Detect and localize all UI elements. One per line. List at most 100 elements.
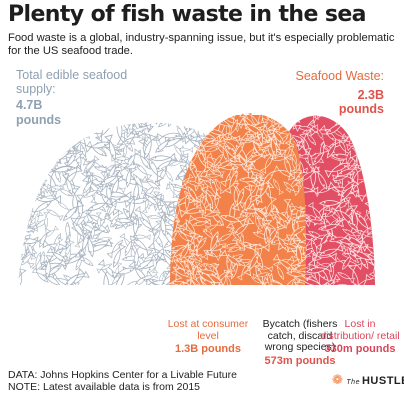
total-supply-fish [28, 142, 48, 162]
consumer-fish [302, 233, 307, 259]
consumer-fish [179, 207, 206, 218]
consumer-fish [191, 237, 207, 257]
total-supply-fish [39, 228, 52, 248]
consumer-fish [201, 146, 221, 156]
total-supply-fish [62, 199, 85, 222]
distribution-fish [324, 205, 341, 222]
total-supply-fish [82, 174, 98, 194]
total-supply-fish [18, 160, 33, 178]
total-supply-fish [18, 201, 30, 212]
total-supply-fish [29, 211, 44, 226]
total-supply-fish [61, 173, 73, 195]
total-supply-fish [43, 137, 50, 154]
total-supply-fish [18, 212, 32, 220]
distribution-fish [301, 278, 328, 285]
distribution-fish [280, 105, 295, 110]
total-supply-fish [46, 209, 64, 221]
distribution-fish [352, 250, 375, 267]
total-supply-fish [176, 147, 194, 153]
total-supply-fish [36, 145, 55, 166]
distribution-fish [347, 127, 372, 136]
distribution-fish [366, 158, 375, 170]
footer: DATA: Johns Hopkins Center for a Livable… [8, 369, 237, 393]
distribution-fish [342, 228, 361, 241]
consumer-fish [267, 273, 274, 285]
consumer-fish [285, 226, 306, 241]
consumer-fish [228, 227, 242, 242]
distribution-fish [313, 124, 324, 141]
total-supply-fish [115, 138, 136, 151]
consumer-fish [272, 261, 284, 280]
total-supply-fish [40, 135, 53, 152]
total-supply-fish [169, 181, 179, 199]
consumer-fish [267, 124, 285, 145]
consumer-fish [192, 261, 201, 279]
total-supply-label: Total edible seafood supply: [16, 68, 128, 96]
consumer-fish [243, 252, 259, 277]
total-supply-fish [32, 212, 39, 229]
consumer-fish [284, 142, 295, 159]
total-supply-fish [195, 122, 207, 132]
consumer-fish [186, 272, 202, 285]
distribution-fish [365, 179, 375, 192]
total-supply-fish [37, 146, 56, 157]
total-supply-fish [42, 130, 58, 143]
consumer-fish [248, 203, 268, 222]
category-bycatch: Bycatch (fishers catch, discard wrong sp… [252, 318, 348, 367]
consumer-fish [219, 215, 247, 228]
total-supply-fish [104, 134, 117, 161]
distribution-fish [315, 232, 329, 251]
total-supply-fish [31, 129, 47, 141]
distribution-fish [324, 162, 350, 179]
distribution-fish [343, 248, 360, 264]
consumer-fish [191, 113, 202, 131]
distribution-fish [355, 212, 375, 236]
consumer-fish [238, 175, 261, 184]
total-supply-fish [114, 217, 138, 226]
total-supply-fish [47, 183, 65, 190]
consumer-fish [228, 142, 244, 164]
consumer-fish [208, 153, 224, 172]
total-supply-fish [108, 160, 121, 180]
consumer-fish [283, 198, 292, 221]
total-supply-fish [120, 164, 140, 172]
fish-pile-chart [18, 98, 375, 286]
consumer-fish [183, 255, 194, 275]
total-supply-fish [80, 122, 93, 131]
total-supply-fish [18, 133, 25, 146]
category-bycatch-name: Bycatch (fishers catch, discard wrong sp… [262, 318, 338, 353]
total-supply-fish [37, 250, 45, 271]
total-supply-fish [85, 169, 107, 183]
category-distribution-name: Lost in distribution/ retail [320, 318, 400, 342]
distribution-fish [307, 201, 323, 221]
total-supply-fish [136, 253, 158, 270]
distribution-fish [306, 98, 321, 115]
distribution-fish [320, 219, 345, 231]
total-supply-fish [99, 169, 124, 185]
total-supply-fish [133, 245, 141, 267]
consumer-fish [210, 178, 222, 201]
total-supply-fish [27, 242, 37, 260]
distribution-fish [333, 204, 354, 225]
distribution-fish [326, 137, 342, 159]
total-supply-fish [28, 157, 46, 174]
consumer-fish [218, 135, 237, 152]
total-supply-fish [103, 202, 117, 221]
distribution-fish [318, 243, 344, 256]
consumer-fish [206, 243, 227, 257]
total-supply-fish [157, 132, 182, 142]
distribution-fish [302, 129, 317, 146]
total-supply-fish [45, 255, 54, 279]
consumer-fish [201, 136, 219, 142]
page-subtitle: Food waste is a global, industry-spannin… [8, 32, 395, 57]
total-supply-fish [141, 175, 161, 190]
category-bycatch-value: 573m pounds [264, 354, 336, 367]
consumer-fish [266, 132, 277, 157]
total-supply-fish [18, 139, 31, 152]
consumer-fish [236, 262, 250, 281]
distribution-fish [274, 115, 287, 120]
category-distribution: Lost in distribution/ retail 330m pounds [319, 318, 401, 356]
total-supply-fish [44, 274, 67, 286]
consumer-fish [263, 223, 271, 242]
consumer-fish [195, 195, 206, 215]
